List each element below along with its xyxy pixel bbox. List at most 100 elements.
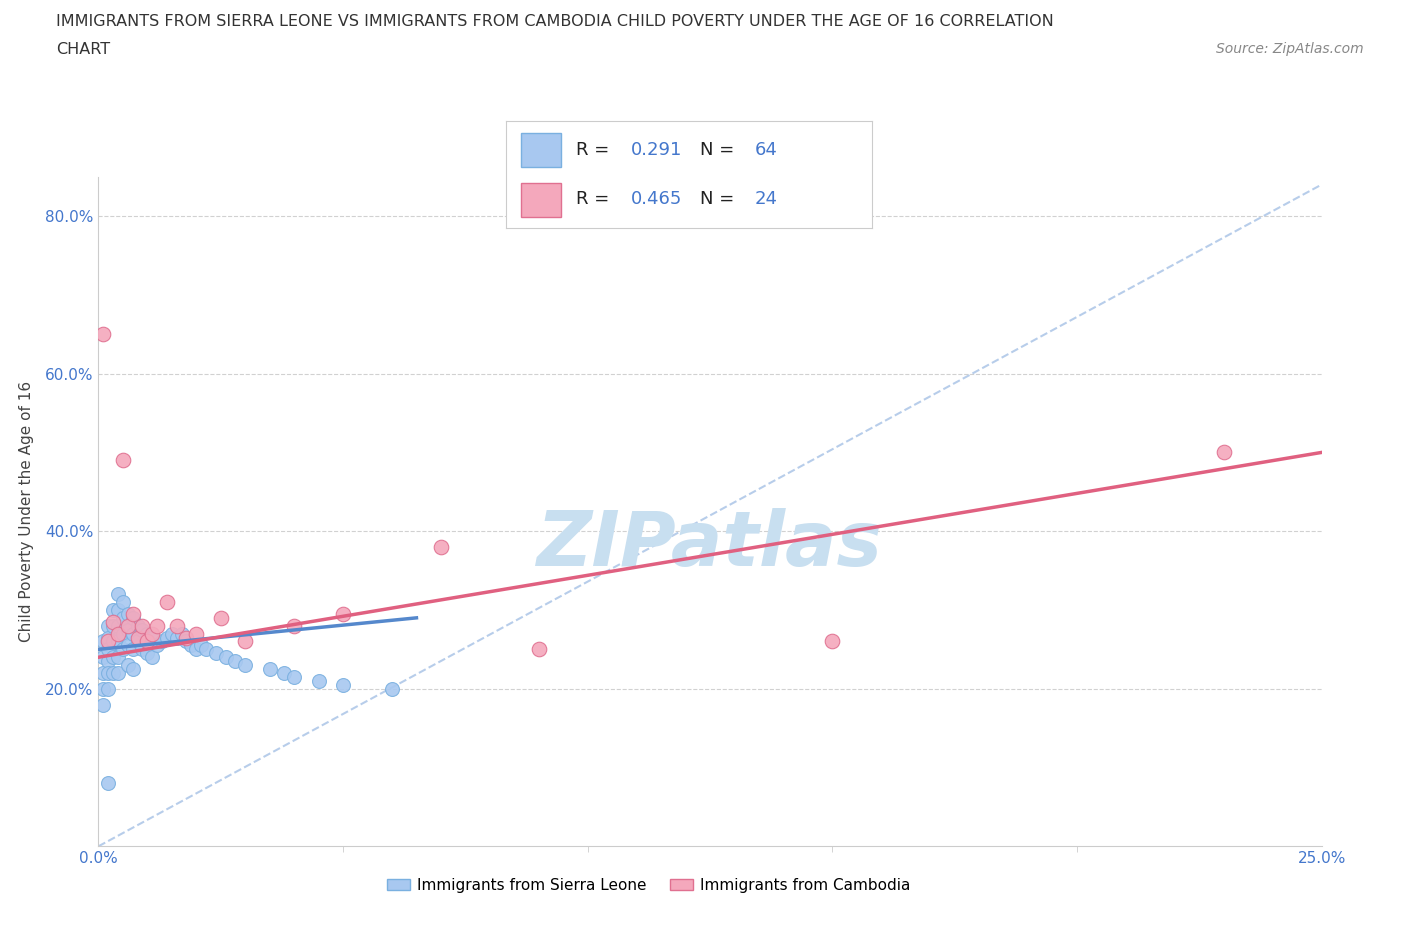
Point [273, 666, 295, 681]
Point [136, 634, 159, 649]
Point [127, 618, 149, 633]
Point [150, 634, 173, 649]
Text: 0.465: 0.465 [630, 190, 682, 208]
Point [141, 626, 163, 641]
Text: R =: R = [575, 190, 614, 208]
Point [111, 626, 134, 641]
Text: 0.291: 0.291 [630, 140, 682, 159]
Point [101, 634, 124, 649]
Point [186, 626, 208, 641]
Point [91, 666, 114, 681]
Point [97, 776, 120, 790]
Point [107, 587, 129, 602]
Point [259, 661, 281, 676]
Point [127, 631, 149, 645]
Point [117, 622, 139, 637]
Point [97, 682, 120, 697]
Point [101, 650, 124, 665]
Point [91, 682, 114, 697]
Point [160, 626, 183, 641]
Point [91, 650, 114, 665]
Point [146, 638, 169, 653]
Point [166, 618, 188, 633]
Legend: Immigrants from Sierra Leone, Immigrants from Cambodia: Immigrants from Sierra Leone, Immigrants… [381, 871, 917, 899]
Point [121, 626, 143, 641]
Point [190, 638, 212, 653]
Point [186, 642, 208, 657]
Point [176, 631, 198, 645]
Point [131, 622, 153, 637]
Point [233, 634, 256, 649]
Point [117, 638, 139, 653]
Point [107, 626, 129, 641]
Point [111, 453, 134, 468]
Point [131, 618, 153, 633]
Point [91, 634, 114, 649]
Point [111, 610, 134, 625]
FancyBboxPatch shape [520, 133, 561, 166]
Point [224, 654, 246, 669]
Point [121, 610, 143, 625]
Point [97, 666, 120, 681]
Point [101, 618, 124, 633]
Point [283, 670, 305, 684]
Point [97, 634, 120, 649]
Point [136, 626, 159, 641]
Text: 64: 64 [755, 140, 778, 159]
Point [176, 634, 198, 649]
Text: Source: ZipAtlas.com: Source: ZipAtlas.com [1216, 42, 1364, 56]
Point [308, 673, 330, 688]
Point [97, 618, 120, 633]
Point [195, 642, 218, 657]
Y-axis label: Child Poverty Under the Age of 16: Child Poverty Under the Age of 16 [18, 381, 34, 642]
Point [121, 642, 143, 657]
Point [131, 642, 153, 657]
Point [117, 618, 139, 633]
Point [1212, 445, 1234, 459]
Point [209, 610, 232, 625]
Point [141, 631, 163, 645]
Point [101, 615, 124, 630]
Point [141, 650, 163, 665]
Text: N =: N = [700, 140, 740, 159]
Text: 24: 24 [755, 190, 778, 208]
Point [205, 645, 228, 660]
Point [332, 606, 354, 621]
Point [117, 606, 139, 621]
Point [101, 603, 124, 618]
Point [121, 606, 143, 621]
Point [430, 539, 453, 554]
Point [107, 634, 129, 649]
Point [136, 645, 159, 660]
Point [214, 650, 236, 665]
Point [180, 638, 202, 653]
Point [332, 677, 354, 692]
Point [97, 642, 120, 657]
FancyBboxPatch shape [520, 183, 561, 218]
Point [97, 631, 120, 645]
Point [121, 661, 143, 676]
Point [111, 642, 134, 657]
Point [146, 618, 169, 633]
Point [283, 618, 305, 633]
Point [821, 634, 844, 649]
Point [101, 666, 124, 681]
Point [166, 631, 188, 645]
Point [107, 650, 129, 665]
Text: IMMIGRANTS FROM SIERRA LEONE VS IMMIGRANTS FROM CAMBODIA CHILD POVERTY UNDER THE: IMMIGRANTS FROM SIERRA LEONE VS IMMIGRAN… [56, 14, 1054, 29]
Point [381, 682, 404, 697]
Text: ZIPatlas: ZIPatlas [537, 508, 883, 582]
Point [127, 634, 149, 649]
Text: N =: N = [700, 190, 740, 208]
Point [107, 618, 129, 633]
Text: CHART: CHART [56, 42, 110, 57]
Point [170, 626, 193, 641]
Point [107, 666, 129, 681]
Point [91, 326, 114, 341]
Point [156, 594, 179, 609]
Point [117, 658, 139, 672]
Point [107, 603, 129, 618]
Text: R =: R = [575, 140, 614, 159]
Point [156, 631, 179, 645]
Point [233, 658, 256, 672]
